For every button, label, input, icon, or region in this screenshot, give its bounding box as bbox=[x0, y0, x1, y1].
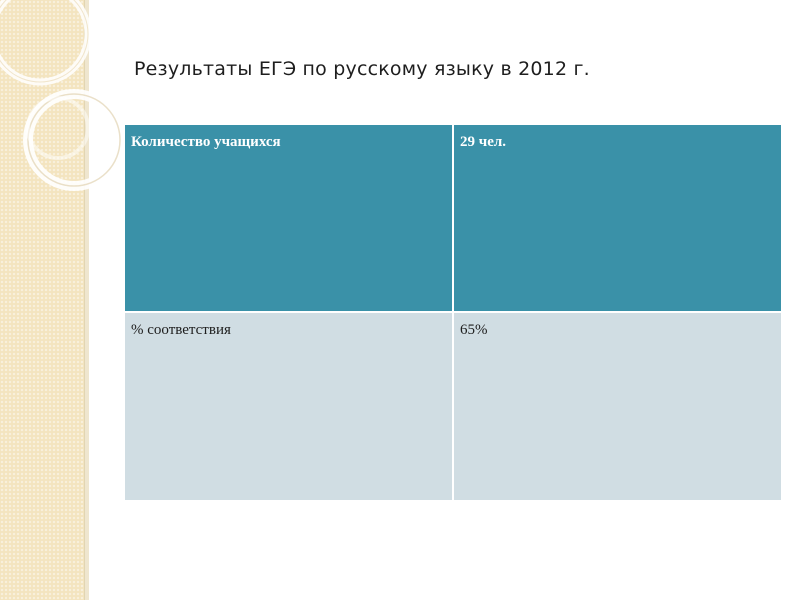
slide-title: Результаты ЕГЭ по русскому языку в 2012 … bbox=[134, 58, 590, 80]
decorative-divider-line bbox=[84, 0, 89, 600]
column-divider bbox=[452, 313, 454, 500]
row-divider bbox=[125, 311, 452, 313]
table-cell-students-label: Количество учащихся bbox=[125, 125, 452, 311]
results-table: Количество учащихся 29 чел. % соответств… bbox=[125, 125, 781, 500]
table-cell-compliance-label: % соответствия bbox=[125, 313, 452, 500]
table-cell-compliance-value: 65% bbox=[454, 313, 781, 500]
row-divider bbox=[454, 311, 781, 313]
table-cell-students-value: 29 чел. bbox=[454, 125, 781, 311]
column-divider bbox=[452, 125, 454, 311]
row-divider bbox=[452, 311, 454, 313]
decorative-rings-icon bbox=[0, 0, 125, 191]
